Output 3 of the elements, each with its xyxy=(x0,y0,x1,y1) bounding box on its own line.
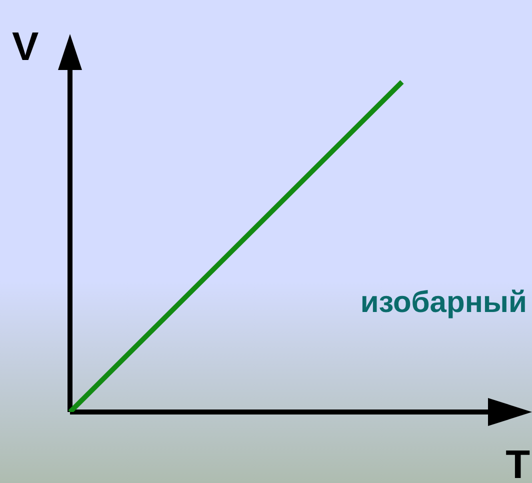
x-axis-title: T xyxy=(506,443,530,483)
y-axis-title: V xyxy=(12,25,39,69)
annotation: изобарный xyxy=(360,286,527,319)
